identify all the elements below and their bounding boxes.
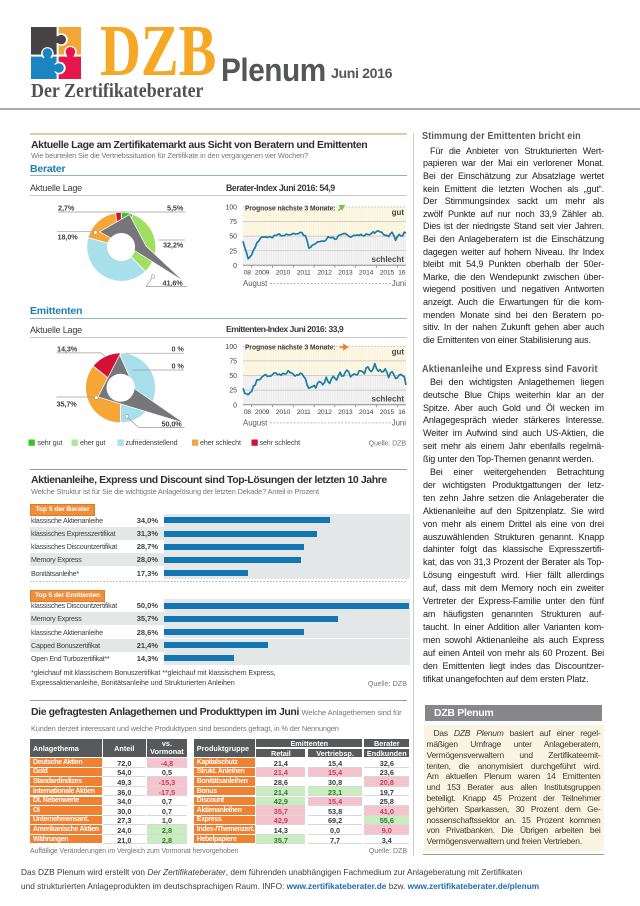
svg-text:2014: 2014	[359, 270, 374, 277]
svg-text:2011: 2011	[297, 409, 311, 416]
svg-text:35,7%: 35,7%	[57, 399, 78, 408]
svg-text:2013: 2013	[338, 270, 353, 277]
svg-text:2012: 2012	[317, 270, 332, 277]
svg-text:2014: 2014	[359, 409, 374, 416]
svg-text:50,0%: 50,0%	[162, 420, 183, 429]
svg-text:Juni: Juni	[392, 279, 407, 288]
svg-text:08: 08	[244, 409, 252, 416]
svg-text:18,0%: 18,0%	[58, 232, 79, 241]
svg-text:25: 25	[229, 388, 237, 395]
svg-text:eher gut: eher gut	[80, 439, 105, 447]
svg-text:08: 08	[244, 270, 252, 277]
svg-text:41,6%: 41,6%	[163, 278, 184, 287]
svg-text:100: 100	[226, 205, 238, 212]
svg-text:Juni: Juni	[392, 418, 407, 427]
svg-text:16: 16	[398, 409, 406, 416]
svg-text:Prognose nächste 3 Monate:: Prognose nächste 3 Monate:	[245, 203, 336, 212]
svg-text:75: 75	[229, 219, 237, 226]
svg-text:0: 0	[233, 402, 237, 409]
svg-text:Quelle: DZB: Quelle: DZB	[369, 439, 407, 448]
svg-text:0: 0	[233, 263, 237, 270]
svg-text:sehr gut: sehr gut	[38, 439, 63, 447]
svg-text:Prognose nächste 3 Monate:: Prognose nächste 3 Monate:	[245, 343, 336, 352]
svg-text:0 %: 0 %	[172, 361, 185, 370]
svg-text:schlecht: schlecht	[372, 255, 405, 264]
svg-text:August: August	[243, 279, 268, 288]
svg-text:August: August	[243, 418, 268, 427]
svg-text:zufriedenstellend: zufriedenstellend	[126, 439, 178, 447]
svg-text:2013: 2013	[338, 409, 353, 416]
svg-text:2010: 2010	[276, 270, 291, 277]
svg-text:2009: 2009	[255, 409, 270, 416]
svg-text:2009: 2009	[255, 270, 270, 277]
svg-text:100: 100	[226, 344, 238, 351]
svg-text:5,5%: 5,5%	[167, 204, 184, 213]
svg-text:2015: 2015	[380, 270, 395, 277]
svg-text:0 %: 0 %	[172, 345, 185, 354]
svg-text:32,2%: 32,2%	[163, 240, 184, 249]
svg-text:25: 25	[229, 248, 237, 255]
svg-text:eher schlecht: eher schlecht	[200, 439, 241, 447]
svg-text:75: 75	[229, 359, 237, 366]
svg-text:gut: gut	[392, 348, 405, 357]
svg-text:2015: 2015	[380, 409, 395, 416]
svg-text:14,3%: 14,3%	[57, 344, 78, 353]
svg-text:2010: 2010	[276, 409, 291, 416]
svg-text:2,7%: 2,7%	[58, 204, 75, 213]
svg-text:gut: gut	[392, 208, 405, 217]
svg-text:schlecht: schlecht	[372, 395, 405, 404]
svg-text:2012: 2012	[317, 409, 332, 416]
svg-text:50: 50	[229, 373, 237, 380]
svg-text:50: 50	[229, 234, 237, 241]
svg-text:sehr schlecht: sehr schlecht	[260, 439, 301, 447]
svg-text:16: 16	[398, 270, 406, 277]
svg-text:2011: 2011	[297, 270, 311, 277]
